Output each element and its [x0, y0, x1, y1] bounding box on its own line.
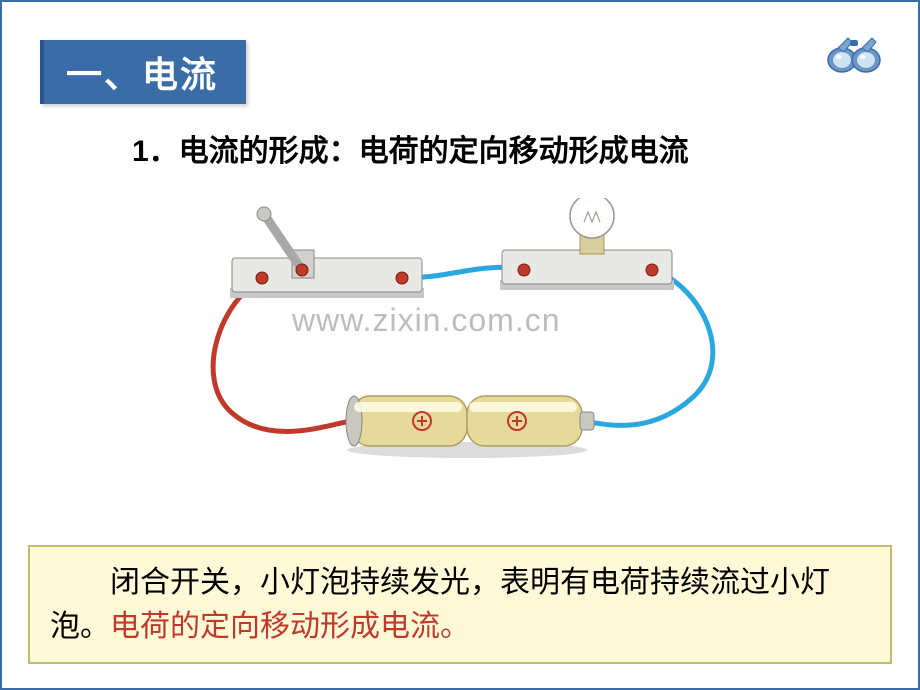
battery-pack — [346, 396, 594, 458]
bulb-holder — [500, 198, 674, 290]
wire-blue-right — [582, 270, 713, 425]
switch — [230, 207, 424, 298]
heading-1: 1．电流的形成：电荷的定向移动形成电流 — [132, 126, 689, 170]
binoculars-icon — [822, 30, 886, 83]
section-header: 一、电流 — [40, 40, 246, 104]
wire-red — [213, 280, 352, 432]
footer-note: 闭合开关，小灯泡持续发光，表明有电荷持续流过小灯泡。电荷的定向移动形成电流。 — [28, 545, 892, 664]
slide-frame: 一、电流 1．电流的形成：电荷的定向移动形成电流 — [0, 0, 920, 690]
circuit-diagram — [172, 198, 732, 468]
footer-part2: 电荷的定向移动形成电流。 — [110, 610, 470, 643]
